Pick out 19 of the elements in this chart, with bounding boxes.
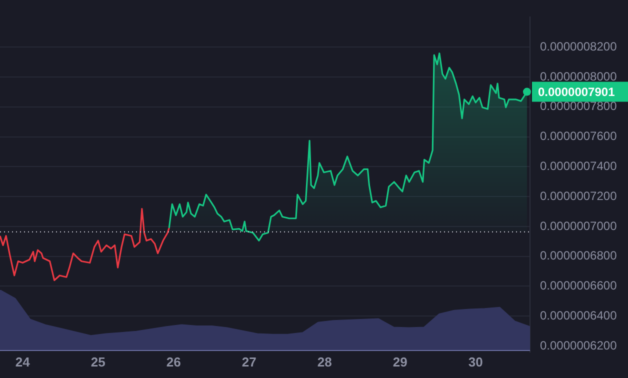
x-tick-label: 25: [90, 354, 106, 370]
annotation: 0.0000007901: [538, 85, 616, 100]
x-tick-label: 29: [392, 354, 408, 370]
x-tick-label: 24: [15, 354, 31, 370]
y-tick-label: 0.0000007800: [540, 99, 618, 114]
x-tick-label: 30: [468, 354, 483, 370]
y-tick-label: 0.0000007600: [540, 129, 618, 144]
y-tick-label: 0.0000006600: [540, 278, 618, 293]
y-tick-label: 0.0000007000: [540, 218, 618, 233]
x-tick-label: 26: [166, 354, 181, 370]
x-tick-label: 28: [317, 354, 332, 370]
y-tick-label: 0.0000008000: [540, 69, 618, 84]
y-tick-label: 0.0000006800: [540, 248, 618, 263]
y-tick-label: 0.0000007400: [540, 158, 618, 173]
y-tick-label: 0.0000008200: [540, 39, 618, 54]
y-tick-label: 0.0000006200: [540, 338, 618, 352]
x-tick-label: 27: [242, 354, 256, 370]
y-tick-label: 0.0000006400: [540, 308, 618, 322]
y-tick-label: 0.0000007200: [540, 188, 618, 203]
